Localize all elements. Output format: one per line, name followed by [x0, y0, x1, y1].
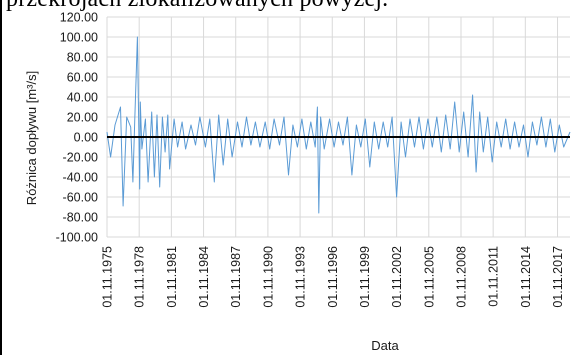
- y-tick-label: -80.00: [63, 211, 98, 225]
- y-tick-label: -20.00: [63, 151, 98, 165]
- x-tick-label: 01.11.1978: [133, 246, 147, 308]
- y-tick-label: 60.00: [67, 71, 98, 85]
- x-axis-label: Data: [371, 338, 399, 353]
- x-tick-label: 01.11.2014: [519, 246, 533, 308]
- y-axis-tick-labels: 120.00 100.00 80.00 60.00 40.00 20.00 0.00 -20.…: [56, 11, 98, 245]
- cut-off-paragraph-text: przekrojach zlokalizowanych powyżej.: [6, 0, 388, 13]
- y-tick-label: -40.00: [63, 171, 98, 185]
- x-tick-label: 01.11.2002: [390, 246, 404, 308]
- y-tick-label: -60.00: [63, 191, 98, 205]
- left-frame-border: [0, 0, 2, 355]
- y-tick-label: -100.00: [56, 231, 98, 245]
- x-tick-label: 01.11.1981: [165, 246, 179, 308]
- x-tick-label: 01.11.1990: [261, 246, 275, 308]
- x-tick-label: 01.11.2008: [454, 246, 468, 308]
- y-tick-label: 0.00: [74, 131, 98, 145]
- x-axis-tick-labels: 01.11.1975 01.11.1978 01.11.1981 01.11.1984…: [101, 246, 566, 308]
- y-tick-label: 40.00: [67, 91, 98, 105]
- x-tick-label: 01.11.1975: [101, 246, 115, 308]
- x-tick-label: 01.11.2011: [487, 246, 501, 307]
- y-tick-label: 120.00: [60, 11, 98, 25]
- y-tick-label: 100.00: [60, 31, 98, 45]
- x-tick-label: 01.11.1987: [229, 246, 243, 308]
- y-axis-label: Różnica dopływu [m³/s]: [24, 71, 39, 205]
- x-tick-label: 01.11.1996: [326, 246, 340, 308]
- x-tick-label: 01.11.2005: [422, 246, 436, 308]
- plot-gridlines: [106, 16, 570, 238]
- y-tick-label: 20.00: [67, 111, 98, 125]
- x-tick-label: 01.11.1999: [358, 246, 372, 308]
- x-tick-label: 01.11.1984: [197, 246, 211, 308]
- y-tick-label: 80.00: [67, 51, 98, 65]
- x-tick-label: 01.11.1993: [294, 246, 308, 308]
- x-tick-label: 01.11.2017: [551, 246, 565, 308]
- series-line: [106, 36, 571, 214]
